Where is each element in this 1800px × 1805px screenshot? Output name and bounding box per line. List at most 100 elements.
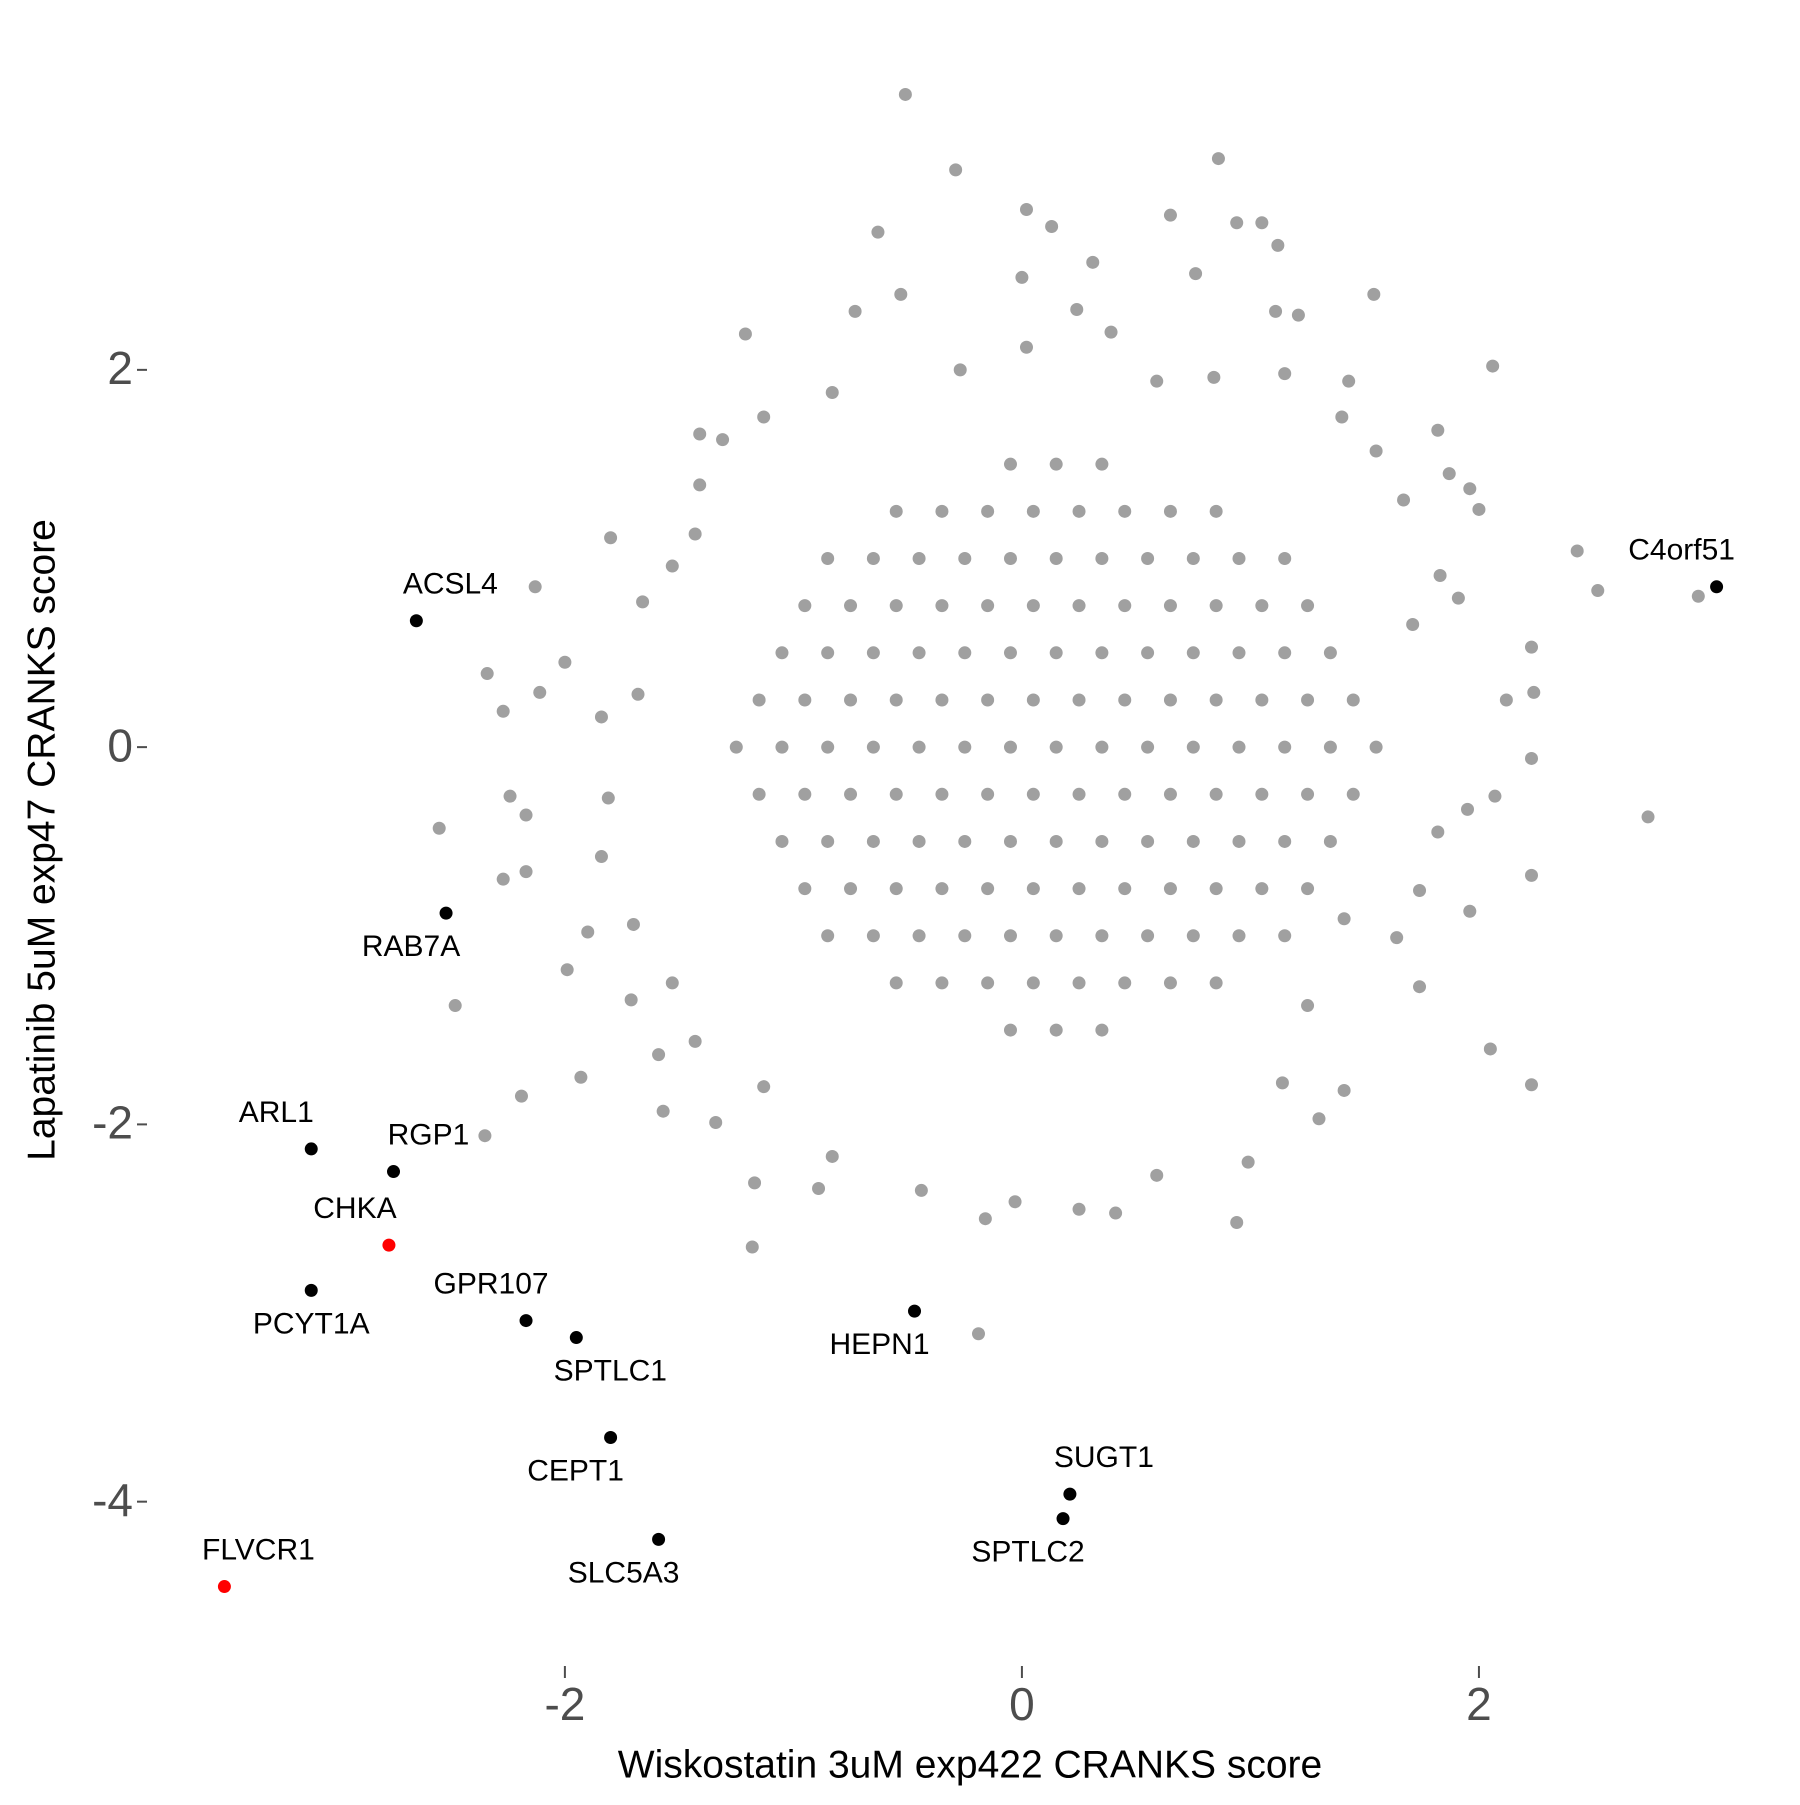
point bbox=[1118, 693, 1132, 707]
point bbox=[1488, 789, 1502, 803]
point bbox=[958, 929, 972, 943]
point bbox=[1019, 340, 1033, 354]
point bbox=[387, 1165, 401, 1179]
point bbox=[594, 710, 608, 724]
point bbox=[601, 791, 615, 805]
point bbox=[693, 478, 707, 492]
point bbox=[812, 1182, 826, 1196]
point bbox=[1072, 882, 1086, 896]
point bbox=[981, 882, 995, 896]
point bbox=[1003, 929, 1017, 943]
point bbox=[1463, 482, 1477, 496]
point bbox=[631, 687, 645, 701]
point-label: SPTLC1 bbox=[554, 1354, 667, 1387]
point bbox=[480, 667, 494, 681]
point bbox=[560, 963, 574, 977]
point bbox=[1072, 787, 1086, 801]
points bbox=[217, 87, 1724, 1594]
point bbox=[626, 917, 640, 931]
point bbox=[533, 685, 547, 699]
point bbox=[844, 599, 858, 613]
point bbox=[1072, 693, 1086, 707]
point bbox=[798, 693, 812, 707]
point bbox=[821, 646, 835, 660]
point bbox=[1337, 912, 1351, 926]
point bbox=[958, 740, 972, 754]
point-label: RAB7A bbox=[362, 930, 460, 963]
x-axis-title: Wiskostatin 3uM exp422 CRANKS score bbox=[618, 1743, 1322, 1786]
point bbox=[1570, 544, 1584, 558]
point bbox=[519, 865, 533, 879]
point bbox=[1335, 410, 1349, 424]
point bbox=[1278, 551, 1292, 565]
point bbox=[1278, 740, 1292, 754]
point bbox=[1323, 834, 1337, 848]
point bbox=[1431, 423, 1445, 437]
point bbox=[519, 808, 533, 822]
point bbox=[1141, 551, 1155, 565]
point bbox=[866, 834, 880, 848]
point bbox=[958, 646, 972, 660]
x-tick-label: 2 bbox=[1466, 1678, 1492, 1730]
point bbox=[1442, 467, 1456, 481]
point bbox=[1367, 287, 1381, 301]
point bbox=[1323, 740, 1337, 754]
point bbox=[1095, 929, 1109, 943]
point bbox=[1163, 882, 1177, 896]
point bbox=[594, 850, 608, 864]
point bbox=[935, 504, 949, 518]
point bbox=[1026, 599, 1040, 613]
point bbox=[981, 787, 995, 801]
point bbox=[1150, 1168, 1164, 1182]
point bbox=[1451, 591, 1465, 605]
point bbox=[1003, 457, 1017, 471]
point bbox=[1003, 834, 1017, 848]
point bbox=[894, 287, 908, 301]
point bbox=[1072, 599, 1086, 613]
point bbox=[1461, 802, 1475, 816]
point-label: SUGT1 bbox=[1054, 1441, 1154, 1474]
point bbox=[1141, 834, 1155, 848]
point bbox=[1118, 976, 1132, 990]
point bbox=[914, 1183, 928, 1197]
point bbox=[1232, 646, 1246, 660]
y-tick-label: -4 bbox=[92, 1474, 133, 1526]
point bbox=[496, 872, 510, 886]
point bbox=[1118, 599, 1132, 613]
point bbox=[1499, 693, 1513, 707]
point bbox=[1141, 740, 1155, 754]
point bbox=[757, 410, 771, 424]
point bbox=[1026, 787, 1040, 801]
point-label: HEPN1 bbox=[829, 1328, 929, 1361]
point bbox=[1049, 929, 1063, 943]
point bbox=[1278, 834, 1292, 848]
point bbox=[958, 551, 972, 565]
point-label: ARL1 bbox=[239, 1096, 314, 1129]
point bbox=[1527, 685, 1541, 699]
point bbox=[738, 327, 752, 341]
point bbox=[1095, 740, 1109, 754]
point bbox=[1049, 834, 1063, 848]
point bbox=[503, 789, 517, 803]
point bbox=[978, 1212, 992, 1226]
point bbox=[1271, 238, 1285, 252]
point bbox=[1301, 693, 1315, 707]
point bbox=[1095, 834, 1109, 848]
point bbox=[908, 1304, 922, 1318]
point bbox=[1209, 599, 1223, 613]
point bbox=[1104, 325, 1118, 339]
point bbox=[1232, 551, 1246, 565]
point-label: CEPT1 bbox=[527, 1454, 624, 1487]
point bbox=[1003, 740, 1017, 754]
point bbox=[1049, 551, 1063, 565]
point bbox=[748, 1176, 762, 1190]
x-tick-label: -2 bbox=[544, 1678, 585, 1730]
point-label: GPR107 bbox=[434, 1267, 549, 1300]
point bbox=[1369, 740, 1383, 754]
point bbox=[1472, 502, 1486, 516]
point bbox=[1095, 646, 1109, 660]
point bbox=[1072, 504, 1086, 518]
point bbox=[1397, 493, 1411, 507]
point-label: CHKA bbox=[313, 1192, 396, 1225]
point bbox=[693, 427, 707, 441]
